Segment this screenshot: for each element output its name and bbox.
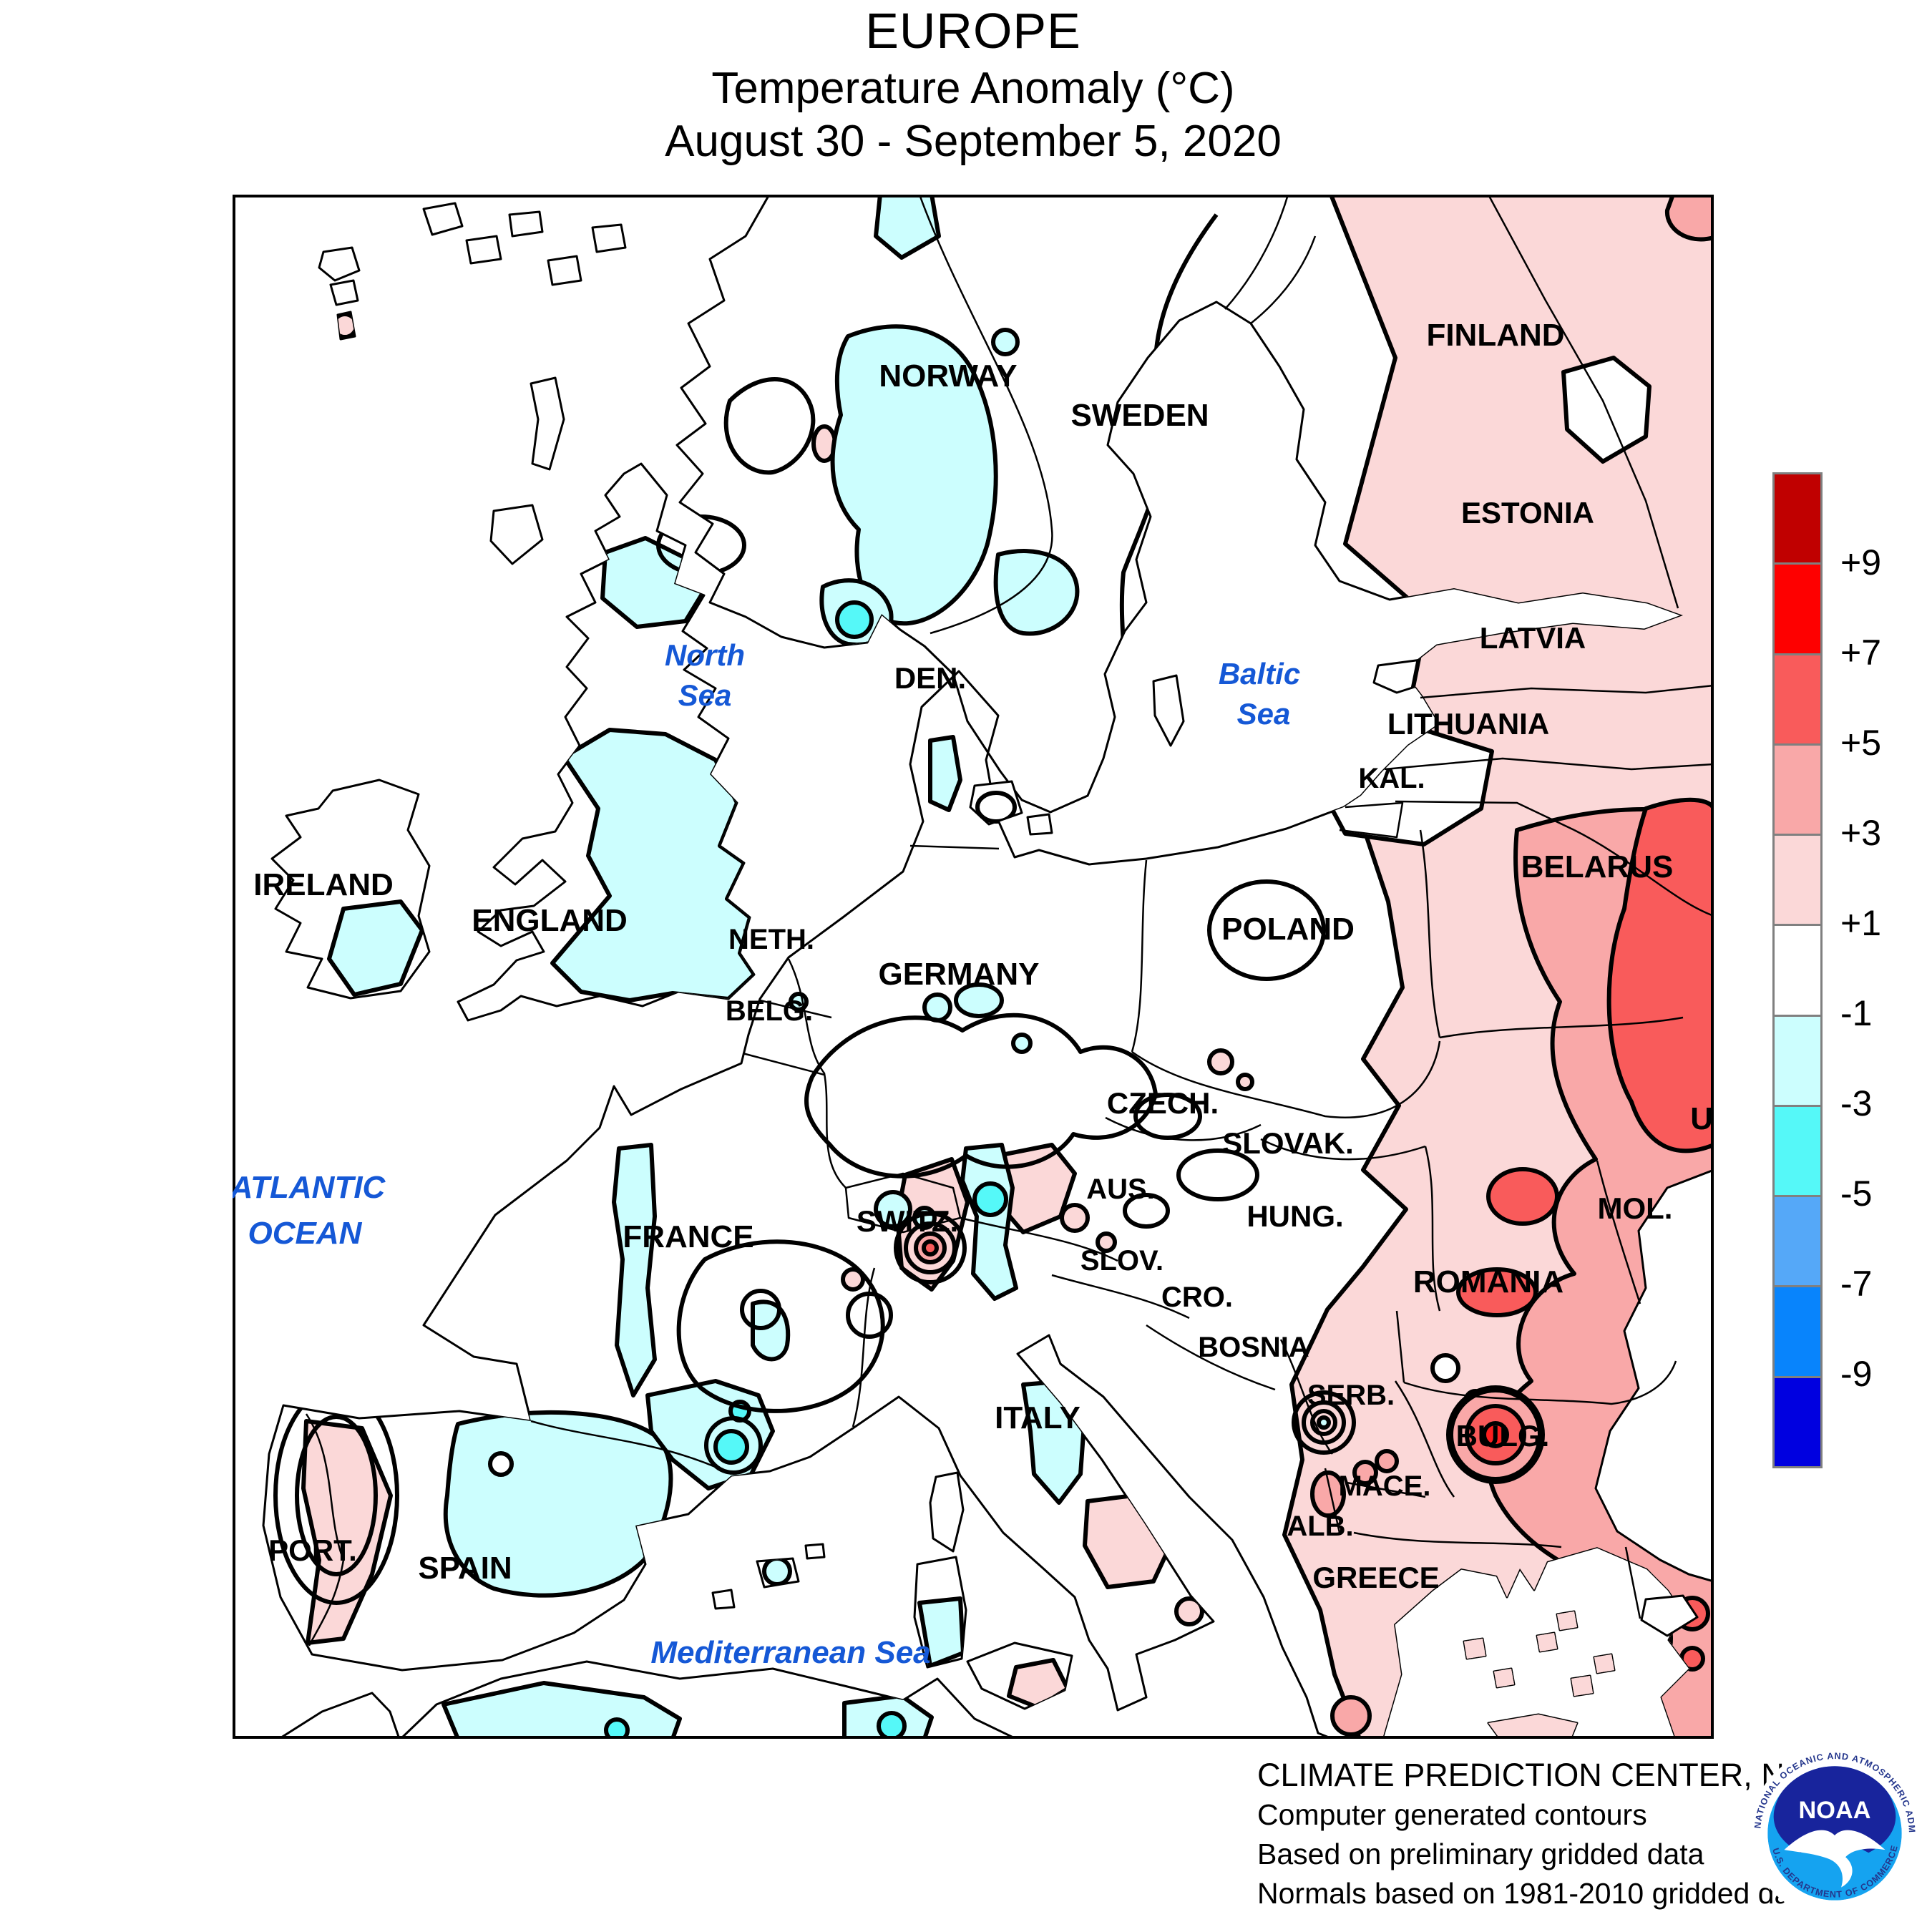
- footer-line-2: Computer generated contours: [1257, 1798, 1647, 1831]
- country-label-poland: POLAND: [1221, 912, 1355, 947]
- legend-label-p5: +5: [1840, 723, 1882, 763]
- sea-label-baltic: Baltic: [1219, 657, 1300, 691]
- country-label-latvia: LATVIA: [1480, 621, 1586, 655]
- map-svg: North Sea Baltic Sea ATLANTIC OCEAN Mediterran…: [233, 195, 1714, 1739]
- legend-cell: [1775, 834, 1820, 924]
- legend-labels: +9 +7 +5 +3 +1 -1 -3 -5 -7 -9: [1840, 472, 1926, 1464]
- legend-label-p9: +9: [1840, 542, 1882, 582]
- legend-label-m5: -5: [1840, 1174, 1873, 1214]
- country-label-england: ENGLAND: [472, 903, 628, 938]
- country-label-germany: GERMANY: [879, 957, 1040, 992]
- seagull-icon: [1784, 1830, 1885, 1888]
- legend-label-m7: -7: [1840, 1264, 1873, 1304]
- page-subtitle: Temperature Anomaly (°C): [711, 64, 1235, 113]
- title-block: EUROPE Temperature Anomaly (°C) August 3…: [233, 0, 1714, 167]
- sea-label-sea: Sea: [678, 678, 732, 712]
- country-label-slov: SLOV.: [1080, 1245, 1163, 1277]
- country-label-romania: ROMANIA: [1413, 1264, 1563, 1299]
- country-label-spain: SPAIN: [418, 1551, 512, 1586]
- sea-label-ocean: OCEAN: [248, 1216, 363, 1251]
- country-label-uk: UK: [1690, 1101, 1714, 1136]
- legend-cell: [1775, 1014, 1820, 1105]
- legend-label-m3: -3: [1840, 1083, 1873, 1123]
- country-label-belg: BELG.: [726, 995, 813, 1027]
- country-label-aus: AUS.: [1086, 1174, 1155, 1205]
- sea-label-north: North: [665, 638, 745, 672]
- country-label-cro: CRO.: [1161, 1282, 1233, 1313]
- warm-anomaly-regions: [301, 195, 1714, 1739]
- legend-cell: [1775, 562, 1820, 653]
- legend-cell: [1775, 1104, 1820, 1196]
- legend-label-p7: +7: [1840, 633, 1882, 673]
- country-label-port: PORT.: [268, 1533, 357, 1567]
- country-label-lithuania: LITHUANIA: [1387, 707, 1549, 741]
- country-label-kal: KAL.: [1358, 763, 1425, 794]
- sea-label-atlantic: ATLANTIC: [233, 1170, 386, 1205]
- country-label-neth: NETH.: [728, 924, 814, 955]
- country-label-alb: ALB.: [1287, 1511, 1353, 1542]
- country-label-hung: HUNG.: [1246, 1199, 1343, 1233]
- sea-label-sea: Sea: [1237, 697, 1291, 731]
- country-borders: [305, 195, 1714, 1646]
- legend-cell: [1775, 474, 1820, 563]
- country-label-slovak: SLOVAK.: [1222, 1126, 1354, 1160]
- legend-cell: [1775, 1375, 1820, 1466]
- black-sea: [1594, 1169, 1714, 1637]
- country-label-belarus: BELARUS: [1521, 849, 1674, 884]
- legend-colorbar: [1772, 472, 1823, 1468]
- country-label-serb: SERB.: [1307, 1380, 1395, 1411]
- sea-label-mediterraneansea: Mediterranean Sea: [650, 1635, 930, 1670]
- map-border: [233, 195, 1714, 1739]
- noaa-logo: NOAA NATIONAL OCEANIC AND ATMOSPHERIC AD…: [1745, 1743, 1920, 1918]
- legend-label-p1: +1: [1840, 903, 1882, 943]
- country-label-czech: CZECH.: [1107, 1086, 1219, 1120]
- country-label-mace: MACE.: [1339, 1470, 1431, 1502]
- logo-acronym: NOAA: [1799, 1797, 1871, 1824]
- country-label-greece: GREECE: [1312, 1561, 1439, 1594]
- country-label-mol: MOL.: [1598, 1191, 1673, 1225]
- legend-cell: [1775, 924, 1820, 1015]
- country-label-norway: NORWAY: [879, 358, 1017, 394]
- legend-cell: [1775, 1195, 1820, 1286]
- sea-labels: North Sea Baltic Sea ATLANTIC OCEAN Mediterran…: [233, 638, 1300, 1670]
- page-title: EUROPE: [865, 3, 1081, 59]
- country-label-france: FRANCE: [623, 1219, 753, 1254]
- legend-label-p3: +3: [1840, 813, 1882, 853]
- page-date-range: August 30 - September 5, 2020: [665, 117, 1282, 166]
- country-labels: NORWAY SWEDEN FINLAND ESTONIA LATVIA LITHUANI…: [253, 318, 1714, 1594]
- country-label-finland: FINLAND: [1426, 318, 1564, 353]
- country-label-ireland: IRELAND: [253, 867, 394, 902]
- country-label-estonia: ESTONIA: [1461, 496, 1594, 530]
- country-label-switz: SWITZ.: [857, 1204, 958, 1238]
- footer-credits: CLIMATE PREDICTION CENTER, NOAA Computer…: [1257, 1755, 1853, 1913]
- country-label-sweden: SWEDEN: [1070, 398, 1209, 433]
- anomaly-map: North Sea Baltic Sea ATLANTIC OCEAN Mediterran…: [233, 195, 1714, 1739]
- footer-line-3: Based on preliminary gridded data: [1257, 1838, 1704, 1870]
- country-label-bosnia: BOSNIA: [1198, 1332, 1309, 1363]
- logo-shield: [1773, 1766, 1896, 1853]
- footer-line-4: Normals based on 1981-2010 gridded data: [1257, 1877, 1815, 1910]
- country-label-bulg: BULG.: [1456, 1419, 1550, 1453]
- legend-label-m1: -1: [1840, 993, 1873, 1033]
- legend-cell: [1775, 653, 1820, 743]
- legend-cell: [1775, 743, 1820, 834]
- country-label-den: DEN.: [894, 661, 966, 695]
- footer-line-1: CLIMATE PREDICTION CENTER, NOAA: [1257, 1757, 1853, 1793]
- country-label-italy: ITALY: [995, 1400, 1080, 1435]
- legend-label-m9: -9: [1840, 1354, 1873, 1394]
- legend-cell: [1775, 1285, 1820, 1376]
